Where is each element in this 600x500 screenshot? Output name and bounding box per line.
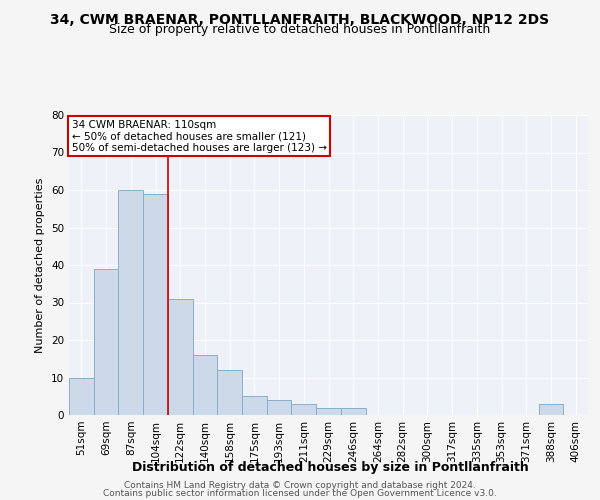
Bar [143, 194, 168, 415]
Bar [168, 298, 193, 415]
Text: 34, CWM BRAENAR, PONTLLANFRAITH, BLACKWOOD, NP12 2DS: 34, CWM BRAENAR, PONTLLANFRAITH, BLACKWO… [50, 12, 550, 26]
Bar [539, 404, 563, 415]
Bar [341, 408, 365, 415]
Bar [242, 396, 267, 415]
Bar [267, 400, 292, 415]
Bar [118, 190, 143, 415]
Text: Size of property relative to detached houses in Pontllanfraith: Size of property relative to detached ho… [109, 22, 491, 36]
Text: Distribution of detached houses by size in Pontllanfraith: Distribution of detached houses by size … [131, 461, 529, 474]
Bar [94, 269, 118, 415]
Bar [316, 408, 341, 415]
Text: Contains public sector information licensed under the Open Government Licence v3: Contains public sector information licen… [103, 490, 497, 498]
Bar [217, 370, 242, 415]
Text: Contains HM Land Registry data © Crown copyright and database right 2024.: Contains HM Land Registry data © Crown c… [124, 480, 476, 490]
Bar [193, 355, 217, 415]
Y-axis label: Number of detached properties: Number of detached properties [35, 178, 46, 352]
Text: 34 CWM BRAENAR: 110sqm
← 50% of detached houses are smaller (121)
50% of semi-de: 34 CWM BRAENAR: 110sqm ← 50% of detached… [71, 120, 326, 152]
Bar [69, 378, 94, 415]
Bar [292, 404, 316, 415]
